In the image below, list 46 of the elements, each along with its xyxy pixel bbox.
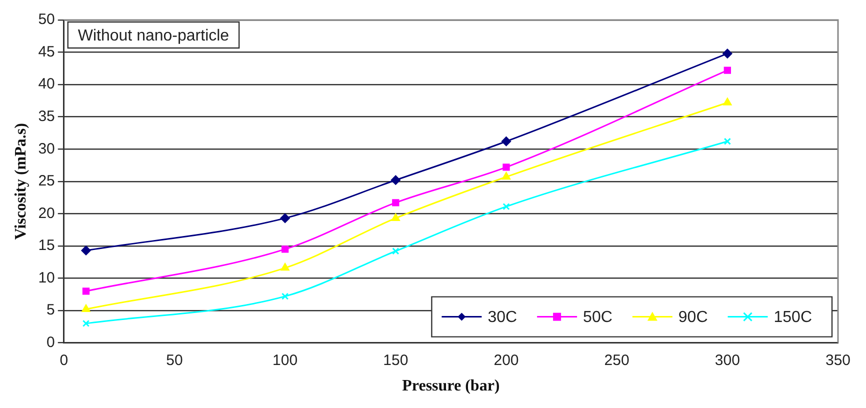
point [391,213,400,221]
point [502,172,510,180]
x-tick-label: 150 [383,352,408,369]
annotation: Without nano-particle [78,27,230,44]
x-tick-label: 300 [714,352,740,369]
point [390,175,400,185]
x-tick-label: 350 [825,352,851,369]
y-tick-label: 25 [38,172,55,190]
y-tick-label: 15 [38,237,55,254]
point [502,203,510,210]
point [280,213,290,223]
y-tick-label: 10 [38,269,55,286]
y-tick-label: 30 [38,140,55,158]
point [501,136,511,146]
y-tick-label: 50 [38,11,55,28]
point [281,292,289,300]
point [280,263,290,271]
point [82,304,90,312]
legend-label: 30C [488,309,518,326]
x-tick-label: 250 [604,352,630,369]
point [722,48,732,58]
y-tick-label: 40 [38,76,55,93]
x-tick-label: 50 [166,352,183,369]
legend-label: 50C [583,309,612,326]
point [502,164,510,171]
point [723,98,732,106]
y-tick-label: 45 [38,43,55,60]
legend-label: 90C [678,309,708,326]
y-tick-label: 35 [38,108,55,125]
y-axis-title: Viscosity (mPa.s) [12,123,30,240]
y-tick-label: 0 [46,334,55,351]
legend-label: 150C [774,309,812,326]
point [392,248,400,255]
point [724,66,731,74]
y-tick-label: 5 [46,302,55,319]
point [724,138,731,145]
point [281,246,289,253]
x-axis-title: Pressure (bar) [402,378,500,395]
point [81,246,91,256]
x-tick-label: 200 [494,352,519,369]
point [82,288,90,295]
x-tick-label: 0 [60,352,68,369]
y-tick-label: 20 [38,204,55,222]
point [392,199,400,206]
x-tick-label: 100 [272,352,298,369]
point [82,320,90,328]
